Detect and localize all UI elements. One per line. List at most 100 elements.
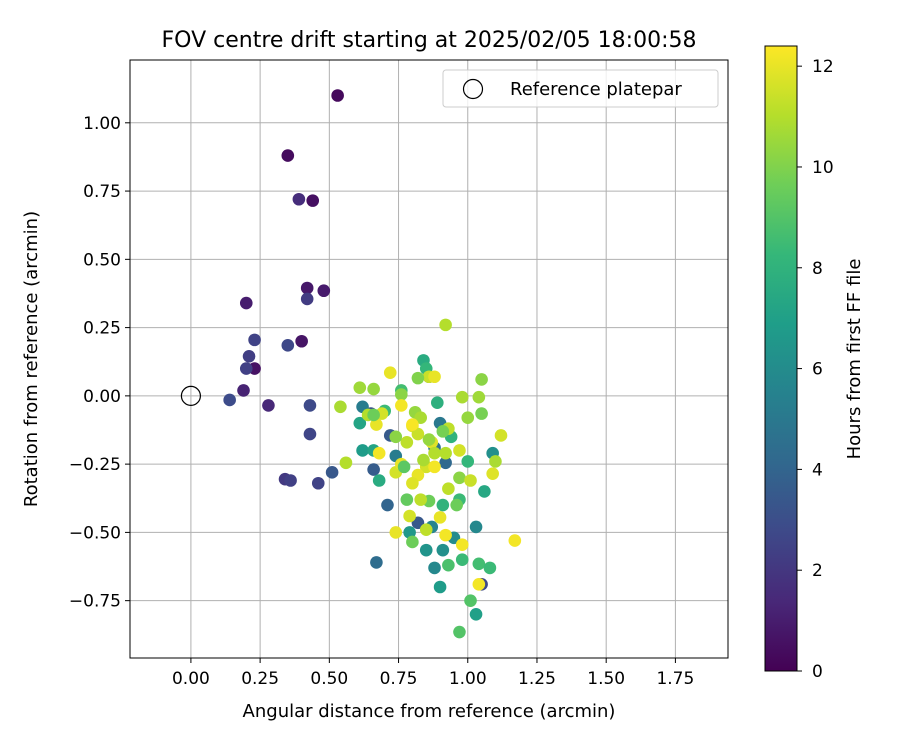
x-tick-label: 0.50 [310,669,348,689]
scatter-point [353,381,367,394]
scatter-point [400,435,414,449]
scatter-point [472,390,486,404]
scatter-point [306,194,320,207]
scatter-point [464,594,477,607]
scatter-point [436,498,450,512]
y-tick-label: −0.50 [69,523,121,543]
scatter-point [428,370,441,384]
scatter-point [428,460,441,474]
scatter-point [478,485,491,498]
x-tick-label: 1.50 [587,669,625,689]
scatter-point [370,418,383,431]
colorbar-label: Hours from first FF file [844,259,865,460]
scatter-point [494,429,508,442]
reference-point [180,385,202,406]
colorbar-tick-label: 6 [812,360,823,380]
scatter-point [242,349,256,363]
scatter-point [455,390,469,404]
scatter-point [433,580,447,594]
scatter-point [367,463,380,476]
scatter-point [436,543,450,557]
scatter-point [303,427,317,441]
legend-marker-reference [462,78,484,100]
x-tick-label: 1.75 [656,669,694,689]
scatter-point [442,482,455,496]
x-tick-label: 0.00 [172,669,210,689]
reference-platepar-marker [180,385,202,406]
scatter-point [389,526,403,539]
scatter-point [411,427,425,441]
scatter-point [469,608,483,621]
scatter-point [281,339,295,352]
scatter-point [475,407,488,420]
scatter-point [472,557,486,571]
scatter-point [383,366,397,379]
y-tick-label: 0.75 [83,182,121,202]
colorbar-tick-label: 2 [812,561,823,581]
scatter-point [317,284,331,298]
scatter-point [381,498,394,512]
scatter-point [403,509,416,523]
scatter-point [411,371,425,385]
scatter-point [248,333,261,347]
scatter-point [400,493,414,506]
scatter-point [455,553,469,566]
colorbar-gradient [764,45,798,672]
scatter-point [422,433,436,446]
y-tick-label: 0.00 [83,387,121,407]
x-axis-ticks: 0.00 0.25 0.50 0.75 1.00 1.25 1.50 1.75 [172,658,694,689]
scatter-point [419,523,433,536]
scatter-point [292,192,306,206]
scatter-point [431,396,444,409]
y-axis-label: Rotation from reference (arcmin) [21,211,42,507]
colorbar-ticks: 0 2 4 6 8 10 12 [797,57,834,682]
scatter-point [239,362,253,375]
colorbar-tick-label: 12 [812,57,834,77]
scatter-point [411,516,425,530]
scatter-point [295,334,308,348]
scatter-point [453,625,466,639]
scatter-point [403,526,416,539]
x-tick-label: 1.25 [518,669,556,689]
scatter-point [428,446,441,460]
y-tick-label: 0.25 [83,319,121,339]
x-axis-label: Angular distance from reference (arcmin) [243,701,616,722]
scatter-point [300,281,314,295]
scatter-point [300,292,314,306]
scatter-point [353,416,367,430]
data-points [223,89,522,639]
scatter-point [419,543,433,557]
scatter-point [395,388,408,401]
legend-box [442,69,719,108]
scatter-point [455,538,469,551]
scatter-point [367,382,380,396]
scatter-point [406,535,419,549]
scatter-point [223,393,236,407]
scatter-point [237,384,250,397]
scatter-point [489,455,502,468]
scatter-point [433,511,447,524]
scatter-point [486,467,499,480]
scatter-point [372,446,386,460]
scatter-point [439,318,452,332]
scatter-point [442,558,455,572]
colorbar-tick-label: 0 [812,662,823,682]
scatter-point [461,455,475,468]
legend: Reference platepar [442,69,719,108]
scatter-point [414,411,427,425]
x-tick-label: 0.75 [380,669,418,689]
colorbar-tick-label: 4 [812,460,823,480]
scatter-point [395,399,408,412]
scatter-point [311,476,325,490]
scatter-point [508,534,522,547]
scatter-point [397,460,411,474]
scatter-point [367,408,380,422]
scatter-point [475,373,488,386]
scatter-point [453,444,466,457]
scatter-point [281,149,295,162]
scatter-point [356,444,369,457]
x-tick-label: 1.00 [449,669,487,689]
colorbar: 0 2 4 6 8 10 12 Hours from first FF file [764,45,865,682]
plot-frame [129,59,729,659]
